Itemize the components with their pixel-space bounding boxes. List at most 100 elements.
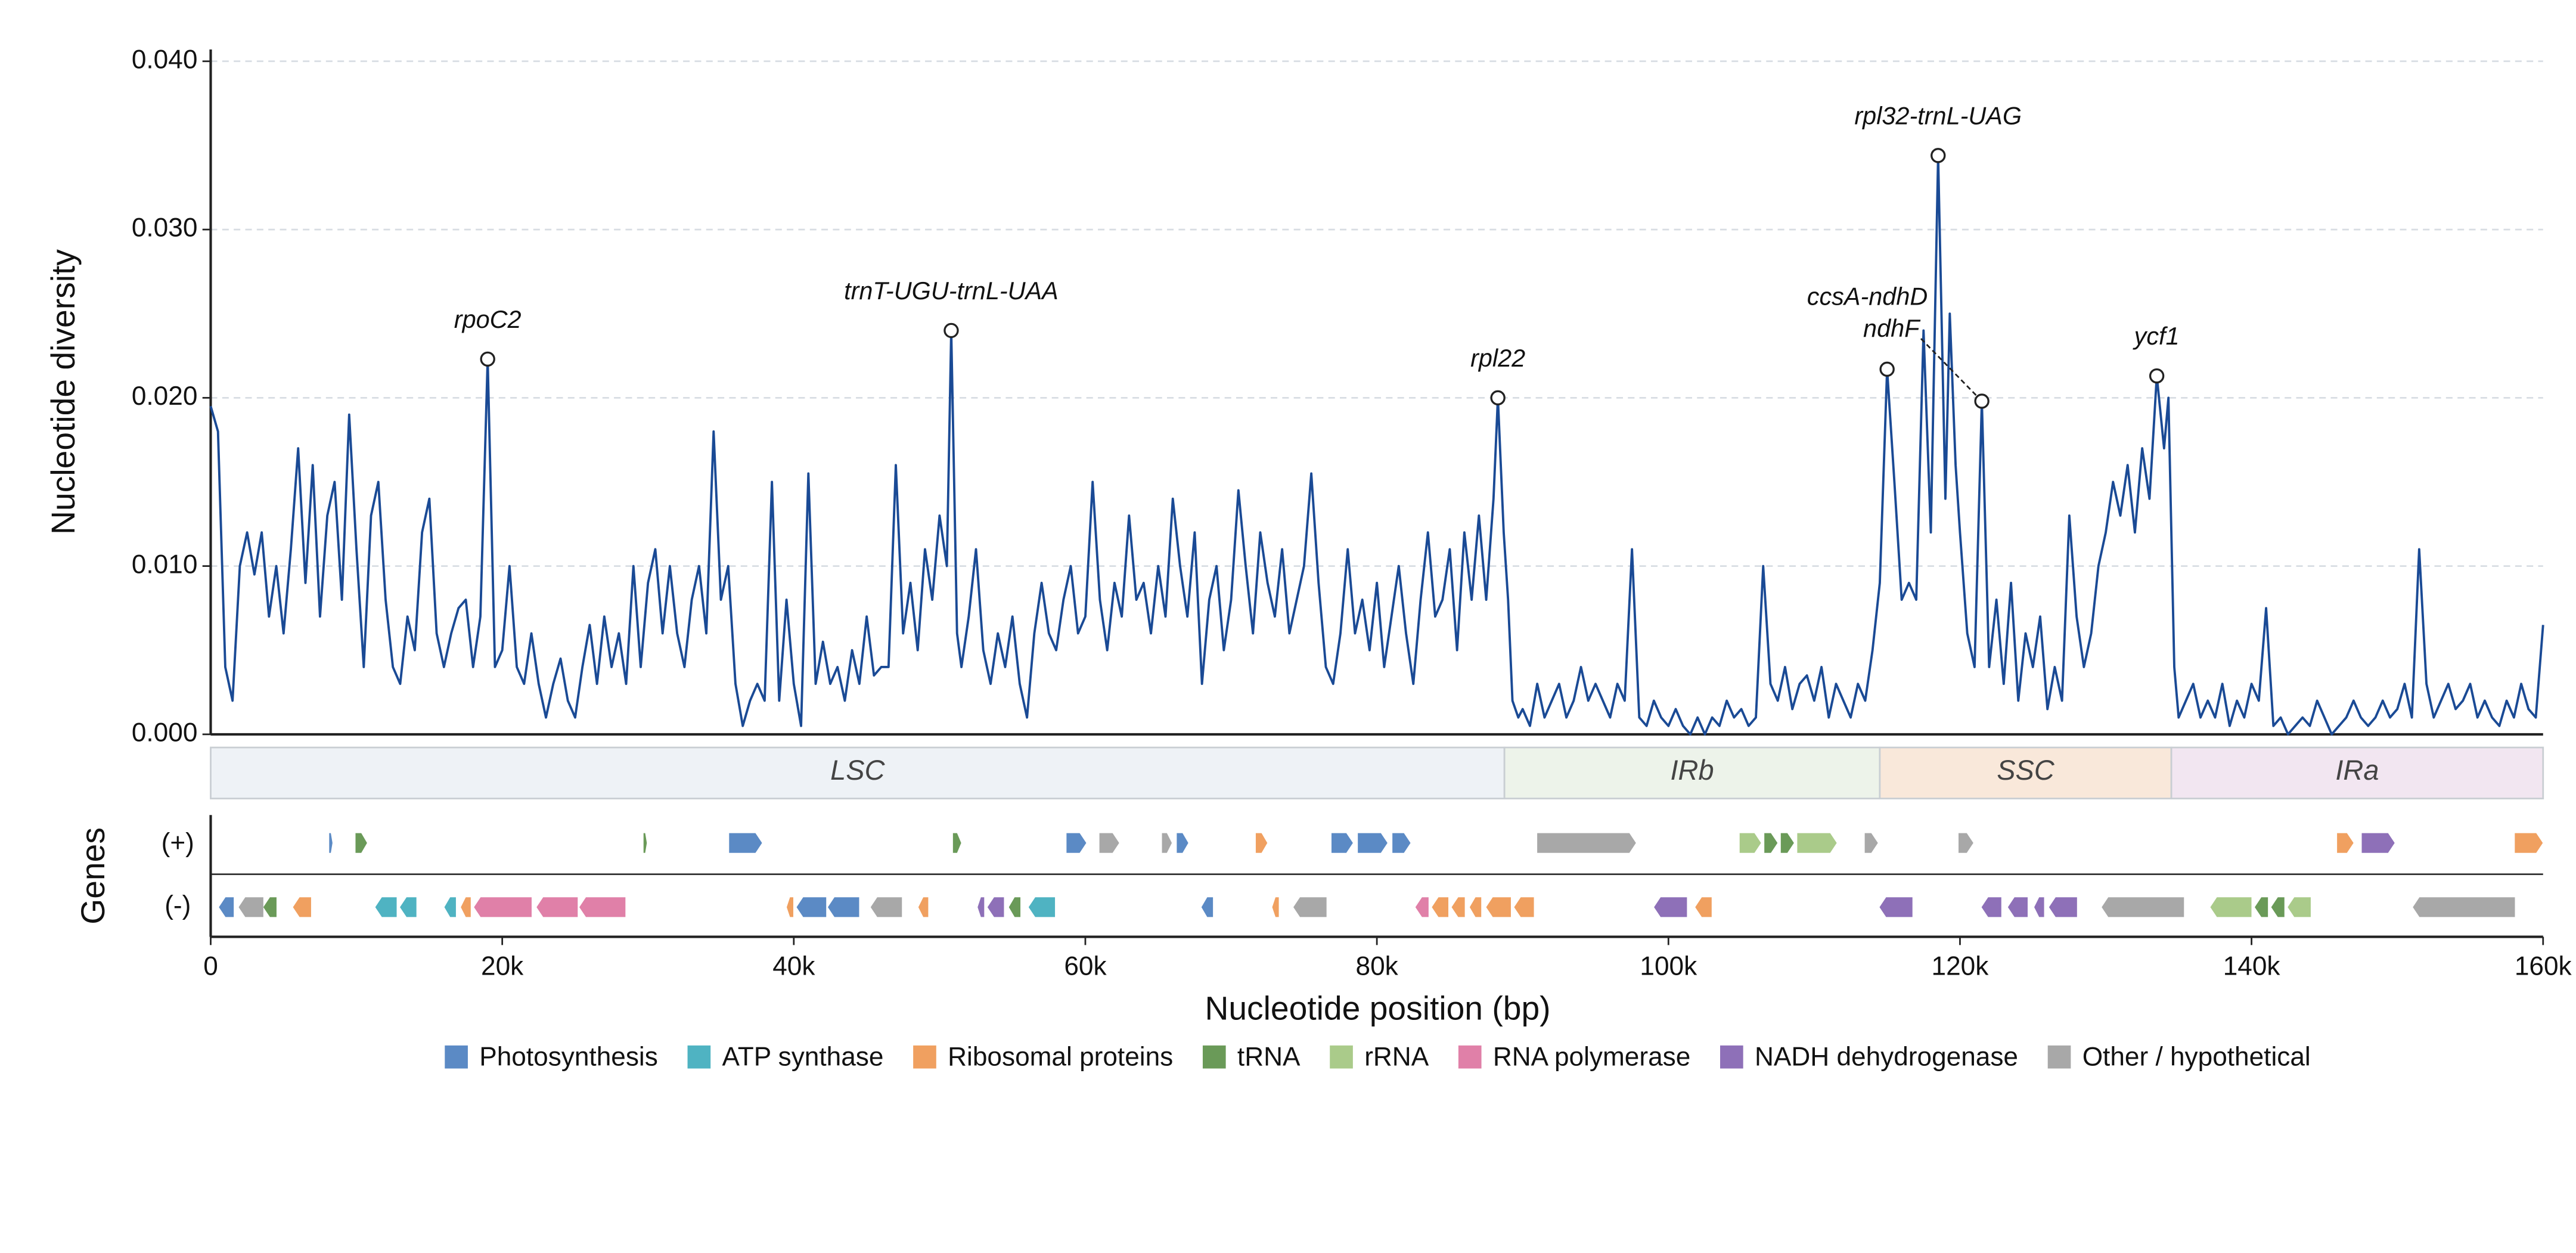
gene (1415, 897, 1429, 917)
gene (1764, 833, 1778, 853)
peak-marker (2149, 368, 2165, 384)
gene (219, 897, 234, 917)
y-tick-label: 0.040 (132, 45, 198, 74)
gene (1255, 833, 1268, 853)
gene (918, 897, 929, 917)
gene (1797, 833, 1837, 853)
gene (1066, 833, 1087, 853)
gene (238, 897, 263, 917)
gene (400, 897, 417, 917)
gene (474, 897, 532, 917)
y-tick-label: 0.030 (132, 213, 198, 243)
peak-marker (1974, 393, 1990, 409)
track-label: (+) (162, 829, 194, 858)
x-tick-label: 20k (481, 952, 524, 981)
gene (2049, 897, 2077, 917)
region-band (210, 746, 1506, 799)
gene (2337, 833, 2354, 853)
peak-label: ycf1 (2133, 322, 2180, 350)
gene (1739, 833, 1761, 853)
legend-swatch (1458, 1045, 1482, 1069)
region-label: LSC (830, 755, 885, 786)
legend-swatch (687, 1045, 711, 1069)
gene (2515, 833, 2543, 853)
gene (870, 897, 902, 917)
peak-marker (1931, 148, 1946, 163)
gene (2255, 897, 2268, 917)
gene (536, 897, 578, 917)
legend-label: NADH dehydrogenase (1755, 1043, 2018, 1072)
peak-label: trnT-UGU-trnL-UAA (844, 277, 1059, 305)
gene (1469, 897, 1482, 917)
gene (329, 833, 333, 853)
peak-marker (480, 351, 495, 367)
gene (796, 897, 827, 917)
legend-label: rRNA (1364, 1043, 1429, 1072)
legend-swatch (1330, 1045, 1353, 1069)
legend-swatch (913, 1045, 936, 1069)
gene (1981, 897, 2001, 917)
y-tick-label: 0.010 (132, 550, 198, 579)
gene (263, 897, 277, 917)
gene (1654, 897, 1687, 917)
peak-label: ndhF (1863, 315, 1921, 342)
gene (1008, 897, 1021, 917)
gene (987, 897, 1004, 917)
peak-marker (1879, 361, 1895, 377)
legend-label: Other / hypothetical (2082, 1043, 2311, 1072)
gene (1780, 833, 1794, 853)
x-axis-title: Nucleotide position (bp) (1205, 990, 1550, 1026)
gene (1695, 897, 1712, 917)
genes-title: Genes (75, 827, 111, 925)
gene (1514, 897, 1534, 917)
y-tick-label: 0.020 (132, 382, 198, 411)
peak-label: rpl32-trnL-UAG (1854, 102, 2022, 129)
gene (355, 833, 367, 853)
x-tick-label: 60k (1064, 952, 1107, 981)
gene (827, 897, 859, 917)
region-label: IRa (2335, 755, 2379, 786)
gene (2288, 897, 2311, 917)
legend-label: tRNA (1237, 1043, 1301, 1072)
gene (1162, 833, 1172, 853)
gene (1451, 897, 1465, 917)
gene (729, 833, 762, 853)
gene (579, 897, 626, 917)
region-label: SSC (1997, 755, 2055, 786)
legend-label: Ribosomal proteins (948, 1043, 1173, 1072)
x-tick-label: 80k (1356, 952, 1399, 981)
legend-swatch (2047, 1045, 2071, 1069)
legend-swatch (1720, 1045, 1743, 1069)
peak-label: ccsA-ndhD (1807, 283, 1928, 311)
x-tick-label: 100k (1640, 952, 1697, 981)
gene (1879, 897, 1913, 917)
y-tick-label: 0.000 (132, 718, 198, 748)
gene (1959, 833, 1973, 853)
y-axis-title: Nucleotide diversity (45, 249, 82, 535)
leader-line (1920, 338, 1983, 402)
gene (2413, 897, 2515, 917)
gene (1432, 897, 1449, 917)
region-label: IRb (1671, 755, 1714, 786)
gene (952, 833, 961, 853)
gene (2361, 833, 2395, 853)
gene (2102, 897, 2184, 917)
gene (2210, 897, 2252, 917)
region-band (2170, 746, 2544, 799)
x-tick-label: 160k (2515, 952, 2572, 981)
gene (1331, 833, 1353, 853)
gene (1293, 897, 1327, 917)
gene (1864, 833, 1878, 853)
legend-label: ATP synthase (722, 1043, 884, 1072)
gene (643, 833, 647, 853)
legend-swatch (1202, 1045, 1226, 1069)
peak-marker (944, 322, 959, 339)
legend-label: Photosynthesis (479, 1043, 658, 1072)
gene (977, 897, 985, 917)
gene (2034, 897, 2044, 917)
gene (461, 897, 471, 917)
gene (1177, 833, 1188, 853)
x-tick-label: 140k (2223, 952, 2281, 981)
